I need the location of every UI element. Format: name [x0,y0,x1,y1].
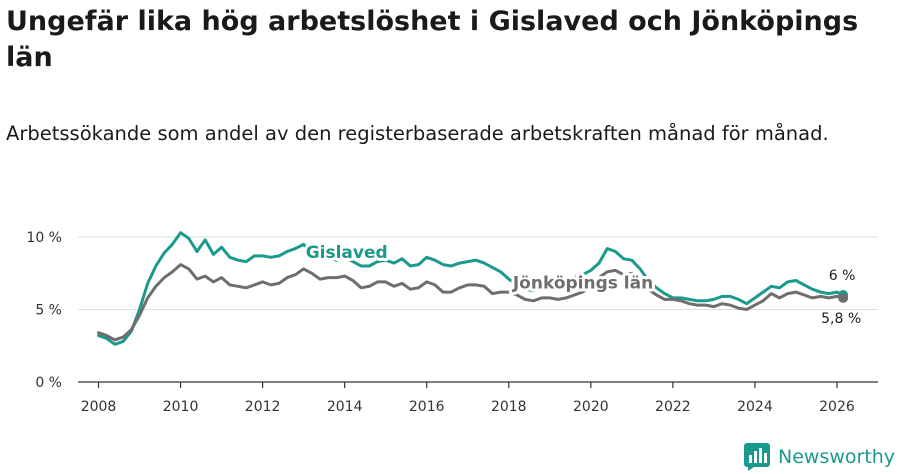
brand: Newsworthy [744,442,895,472]
label-layer: Gislaved Jönköpings län 6 % 5,8 % [303,240,861,327]
x-tick-label: 2016 [409,399,445,415]
y-tick-label: 0 % [35,375,62,391]
x-tick-label: 2014 [327,399,363,415]
x-tick-label: 2026 [819,399,855,415]
chart-subtitle: Arbetssökande som andel av den registerb… [6,122,829,145]
x-tick-label: 2012 [245,399,281,415]
y-tick-label: 10 % [26,230,62,246]
x-tick-label: 2022 [655,399,691,415]
brand-name: Newsworthy [778,446,896,468]
x-tick-label: 2020 [573,399,609,415]
last-value-label-gislaved: 6 % [829,268,856,284]
axis-layer: 0 % 5 % 10 % 2008 2010 2012 2014 2016 2018 2020 20… [26,230,878,415]
last-value-label-jonkoping: 5,8 % [821,311,861,327]
x-tick-label: 2024 [737,399,773,415]
series-label-gislaved: Gislaved [306,243,388,263]
series-line-jonkoping [97,263,845,342]
x-tick-label: 2008 [81,399,117,415]
series-line-gislaved [97,231,845,346]
newsworthy-logo-icon [744,443,770,471]
series-layer [97,231,849,346]
x-tick-label: 2010 [163,399,199,415]
y-tick-label: 5 % [35,303,62,319]
series-label-jonkoping: Jönköpings län [512,273,653,293]
x-tick-label: 2018 [491,399,527,415]
series-end-marker-jonkoping [838,292,849,303]
chart-title: Ungefär lika hög arbetslöshet i Gislaved… [6,6,859,73]
